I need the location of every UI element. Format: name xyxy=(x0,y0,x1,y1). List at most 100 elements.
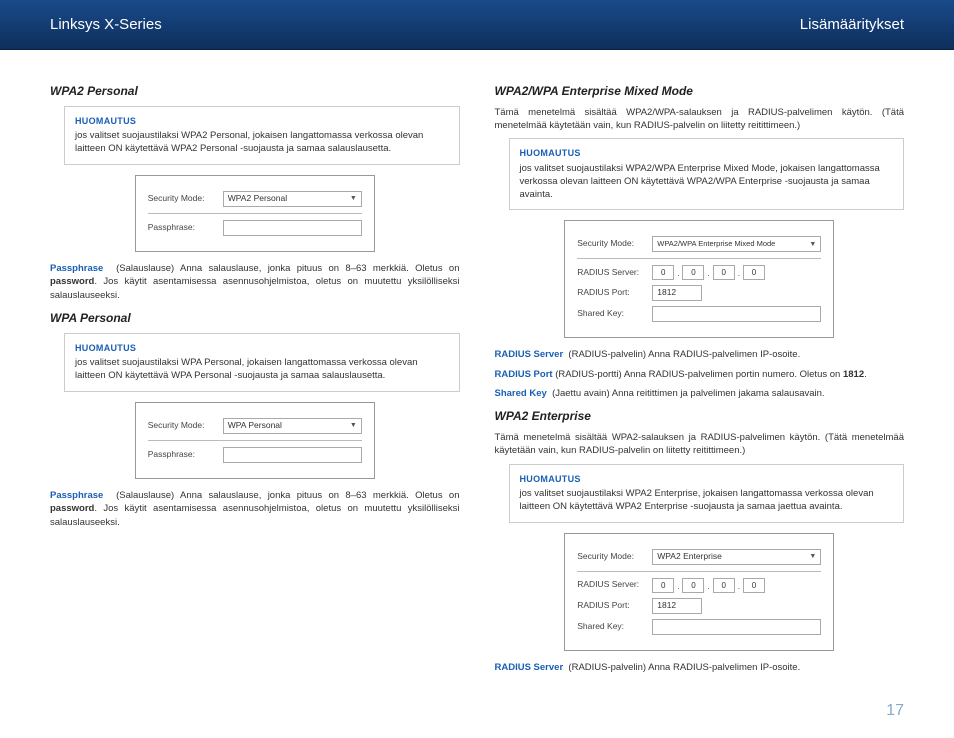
bold-text: 1812 xyxy=(843,369,864,380)
keyword: Passphrase xyxy=(50,490,103,501)
ip-octet[interactable]: 0 xyxy=(682,265,704,280)
para-text: (RADIUS-palvelin) Anna RADIUS-palvelimen… xyxy=(568,349,800,360)
passphrase-input[interactable] xyxy=(223,220,362,236)
field-label: RADIUS Server: xyxy=(577,579,652,591)
figure-row: RADIUS Port: 1812 xyxy=(577,285,821,301)
dot: . xyxy=(677,581,679,593)
ip-octet[interactable]: 0 xyxy=(743,265,765,280)
chevron-down-icon: ▼ xyxy=(809,240,816,250)
figure-row: Security Mode: WPA2/WPA Enterprise Mixed… xyxy=(577,236,821,252)
dot: . xyxy=(677,268,679,280)
figure-row: RADIUS Server: 0. 0. 0. 0 xyxy=(577,578,821,593)
bold-text: password xyxy=(50,503,94,514)
figure-row: Shared Key: xyxy=(577,306,821,322)
notice-box: HUOMAUTUS jos valitset suojaustilaksi WP… xyxy=(509,138,905,210)
ip-octet[interactable]: 0 xyxy=(652,578,674,593)
figure-wpa2-enterprise: Security Mode: WPA2 Enterprise ▼ RADIUS S… xyxy=(564,533,834,651)
divider xyxy=(577,571,821,572)
keyword: RADIUS Port xyxy=(495,369,553,380)
field-label: Passphrase: xyxy=(148,222,223,234)
keyword: RADIUS Server xyxy=(495,662,564,673)
figure-row: Passphrase: xyxy=(148,220,362,236)
notice-box: HUOMAUTUS jos valitset suojaustilaksi WP… xyxy=(64,106,460,165)
section-title-wpa2-enterprise: WPA2 Enterprise xyxy=(495,408,905,425)
notice-body: jos valitset suojaustilaksi WPA Personal… xyxy=(75,357,449,383)
notice-label: HUOMAUTUS xyxy=(75,342,449,355)
ip-input-group: 0. 0. 0. 0 xyxy=(652,265,821,280)
ip-octet[interactable]: 0 xyxy=(682,578,704,593)
header-left: Linksys X-Series xyxy=(50,16,162,33)
ip-octet[interactable]: 0 xyxy=(743,578,765,593)
para-text: . Jos käytit asentamisessa asennusohjelm… xyxy=(50,276,460,300)
field-label: RADIUS Port: xyxy=(577,600,652,612)
figure-row: Security Mode: WPA Personal▼ xyxy=(148,418,362,434)
left-column: WPA2 Personal HUOMAUTUS jos valitset suo… xyxy=(50,75,460,680)
figure-row: Shared Key: xyxy=(577,619,821,635)
field-label: Security Mode: xyxy=(148,420,223,432)
ip-octet[interactable]: 0 xyxy=(652,265,674,280)
header-right: Lisämääritykset xyxy=(800,16,904,33)
notice-label: HUOMAUTUS xyxy=(520,473,894,486)
field-label: Security Mode: xyxy=(577,551,652,563)
para-text: (RADIUS-portti) Anna RADIUS-palvelimen p… xyxy=(555,369,840,380)
ip-input-group: 0. 0. 0. 0 xyxy=(652,578,821,593)
field-label: Passphrase: xyxy=(148,449,223,461)
select-value: WPA2 Personal xyxy=(228,193,287,205)
para-text: (RADIUS-palvelin) Anna RADIUS-palvelimen… xyxy=(568,662,800,673)
chevron-down-icon: ▼ xyxy=(809,552,816,562)
notice-box: HUOMAUTUS jos valitset suojaustilaksi WP… xyxy=(64,333,460,392)
divider xyxy=(577,258,821,259)
notice-label: HUOMAUTUS xyxy=(75,115,449,128)
paragraph: Passphrase (Salauslause) Anna salauslaus… xyxy=(50,262,460,302)
security-mode-select[interactable]: WPA2/WPA Enterprise Mixed Mode ▼ xyxy=(652,236,821,252)
security-mode-select[interactable]: WPA Personal▼ xyxy=(223,418,362,434)
para-text: (Salauslause) Anna salauslause, jonka pi… xyxy=(116,490,459,501)
paragraph: Tämä menetelmä sisältää WPA2/WPA-salauks… xyxy=(495,106,905,133)
passphrase-input[interactable] xyxy=(223,447,362,463)
section-title-mixed: WPA2/WPA Enterprise Mixed Mode xyxy=(495,83,905,100)
field-label: RADIUS Port: xyxy=(577,287,652,299)
security-mode-select[interactable]: WPA2 Personal ▼ xyxy=(223,191,362,207)
dot: . xyxy=(738,581,740,593)
figure-wpa2-personal: Security Mode: WPA2 Personal▼ Passphrase… xyxy=(135,175,375,252)
paragraph: Tämä menetelmä sisältää WPA2-salauksen j… xyxy=(495,431,905,458)
radius-port-input[interactable]: 1812 xyxy=(652,598,702,614)
keyword: Passphrase xyxy=(50,263,103,274)
notice-label: HUOMAUTUS xyxy=(520,147,894,160)
right-column: WPA2/WPA Enterprise Mixed Mode Tämä mene… xyxy=(495,75,905,680)
section-title-wpa2-personal: WPA2 Personal xyxy=(50,83,460,100)
field-label: Security Mode: xyxy=(577,238,652,250)
para-text: . Jos käytit asentamisessa asennusohjelm… xyxy=(50,503,460,527)
para-text: . xyxy=(864,369,867,380)
figure-row: RADIUS Port: 1812 xyxy=(577,598,821,614)
chevron-down-icon: ▼ xyxy=(350,194,357,204)
select-value: WPA2 Enterprise xyxy=(657,551,722,563)
radius-port-input[interactable]: 1812 xyxy=(652,285,702,301)
divider xyxy=(148,440,362,441)
shared-key-input[interactable] xyxy=(652,619,821,635)
paragraph: RADIUS Port (RADIUS-portti) Anna RADIUS-… xyxy=(495,368,905,381)
ip-octet[interactable]: 0 xyxy=(713,265,735,280)
field-label: RADIUS Server: xyxy=(577,267,652,279)
paragraph: Shared Key (Jaettu avain) Anna reitittim… xyxy=(495,387,905,400)
notice-body: jos valitset suojaustilaksi WPA2 Persona… xyxy=(75,130,449,156)
keyword: Shared Key xyxy=(495,388,547,399)
field-label: Shared Key: xyxy=(577,308,652,320)
chevron-down-icon: ▼ xyxy=(350,421,357,431)
bold-text: password xyxy=(50,276,94,287)
divider xyxy=(148,213,362,214)
notice-body: jos valitset suojaustilaksi WPA2/WPA Ent… xyxy=(520,163,894,201)
figure-row: Passphrase: xyxy=(148,447,362,463)
content-area: WPA2 Personal HUOMAUTUS jos valitset suo… xyxy=(0,50,954,680)
figure-wpa-personal: Security Mode: WPA Personal▼ Passphrase: xyxy=(135,402,375,479)
paragraph: RADIUS Server (RADIUS-palvelin) Anna RAD… xyxy=(495,348,905,361)
select-value: WPA2/WPA Enterprise Mixed Mode xyxy=(657,239,775,250)
ip-octet[interactable]: 0 xyxy=(713,578,735,593)
section-title-wpa-personal: WPA Personal xyxy=(50,310,460,327)
figure-row: Security Mode: WPA2 Personal▼ xyxy=(148,191,362,207)
paragraph: RADIUS Server (RADIUS-palvelin) Anna RAD… xyxy=(495,661,905,674)
document-page: Linksys X-Series Lisämääritykset WPA2 Pe… xyxy=(0,0,954,738)
security-mode-select[interactable]: WPA2 Enterprise ▼ xyxy=(652,549,821,565)
shared-key-input[interactable] xyxy=(652,306,821,322)
para-text: (Jaettu avain) Anna reitittimen ja palve… xyxy=(552,388,824,399)
